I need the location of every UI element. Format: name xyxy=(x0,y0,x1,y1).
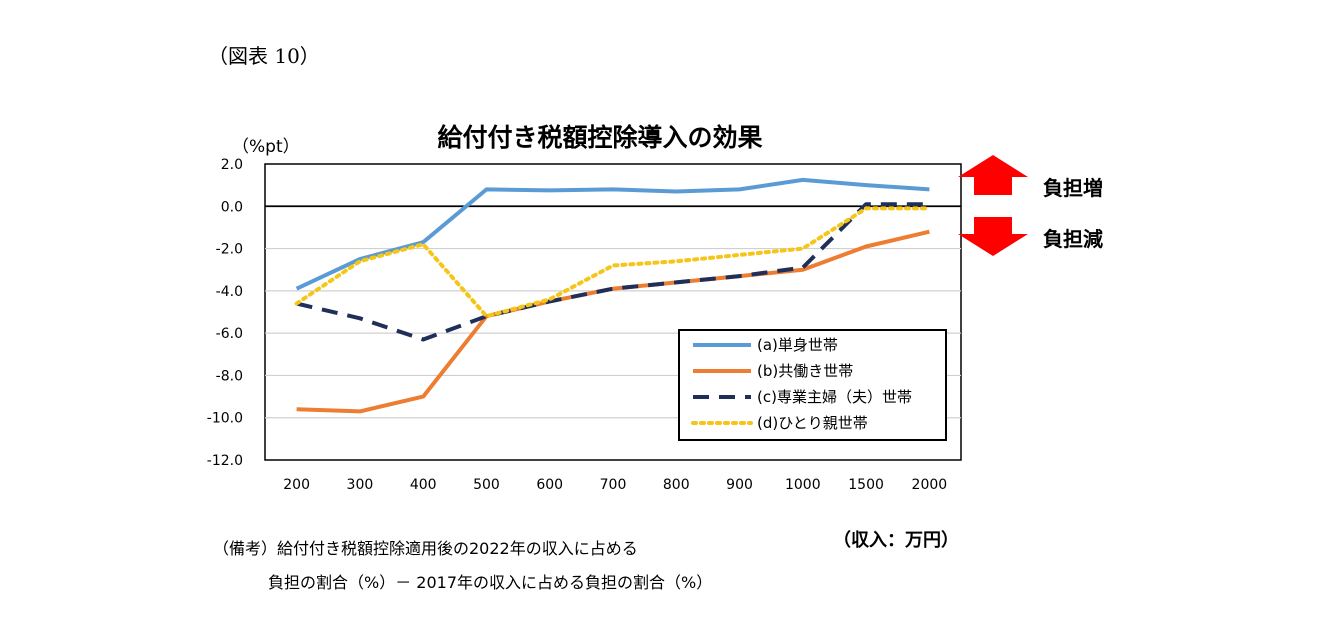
x-tick-label: 900 xyxy=(726,477,753,493)
y-axis-label: （%pt） xyxy=(232,137,300,157)
x-tick-label: 700 xyxy=(600,477,627,493)
x-tick-label: 400 xyxy=(410,477,437,493)
chart-title: 給付付き税額控除導入の効果 xyxy=(437,123,763,152)
series-line-b xyxy=(296,229,930,414)
y-tick-label: -12.0 xyxy=(207,453,243,469)
legend-entry: (a)単身世帯 xyxy=(757,336,838,354)
legend-entry: (c)専業主婦（夫）世帯 xyxy=(757,388,912,406)
burden-decrease-arrow xyxy=(958,217,1028,256)
y-tick-label: -8.0 xyxy=(216,368,243,384)
legend-entry: (d)ひとり親世帯 xyxy=(757,414,868,432)
axis-ticks: 2.0 0.0 -2.0 -4.0 -6.0 -8.0 -10.0 -12.0 200 300 40… xyxy=(207,157,947,493)
legend-entry: (b)共働き世帯 xyxy=(757,362,853,380)
x-tick-label: 1000 xyxy=(785,477,821,493)
y-tick-label: -4.0 xyxy=(216,284,243,300)
y-tick-label: -6.0 xyxy=(216,326,243,342)
figure-label: （図表 10） xyxy=(208,44,320,68)
x-tick-label: 1500 xyxy=(848,477,884,493)
y-tick-label: -10.0 xyxy=(207,411,243,427)
x-tick-label: 200 xyxy=(283,477,310,493)
x-tick-label: 2000 xyxy=(912,477,948,493)
series-lines xyxy=(294,177,932,414)
legend-box xyxy=(678,329,947,441)
x-tick-label: 600 xyxy=(536,477,563,493)
y-tick-label: 0.0 xyxy=(221,199,243,215)
x-tick-label: 500 xyxy=(473,477,500,493)
series-line-d xyxy=(294,206,932,319)
legend: (a)単身世帯 (b)共働き世帯 (c)専業主婦（夫）世帯 (d)ひとり親世帯 xyxy=(678,329,947,441)
note-line-2: 負担の割合（%）－ 2017年の収入に占める負担の割合（%） xyxy=(268,573,713,592)
x-tick-label: 800 xyxy=(663,477,690,493)
burden-increase-label: 負担増 xyxy=(1043,176,1103,200)
y-tick-label: 2.0 xyxy=(221,157,243,173)
note-line-1: （備考）給付付き税額控除適用後の2022年の収入に占める xyxy=(213,539,638,558)
plot-area-border xyxy=(264,163,962,461)
series-line-c xyxy=(296,202,930,342)
burden-arrows xyxy=(958,155,1028,256)
burden-increase-arrow xyxy=(958,155,1028,195)
burden-decrease-label: 負担減 xyxy=(1043,227,1103,251)
y-tick-label: -2.0 xyxy=(216,242,243,258)
series-line-a xyxy=(295,177,930,291)
x-tick-label: 300 xyxy=(347,477,374,493)
x-axis-label: （収入：万円） xyxy=(833,530,959,551)
